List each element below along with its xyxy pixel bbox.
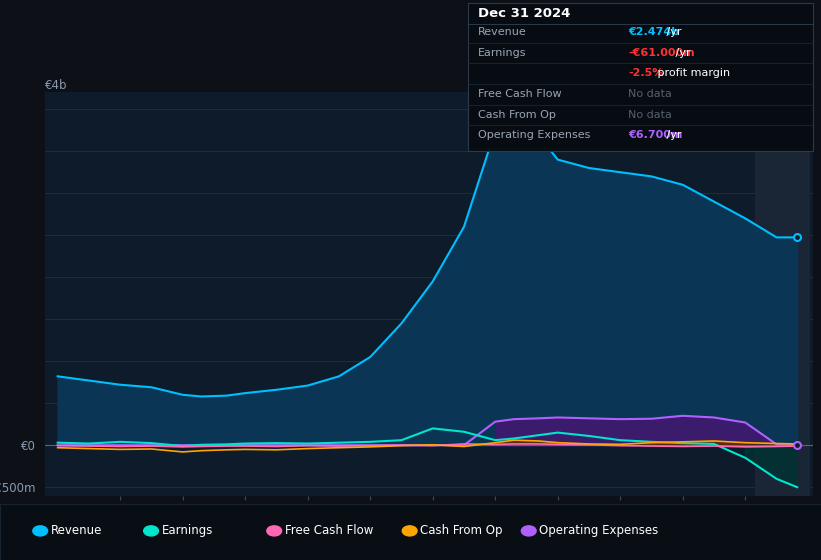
Text: /yr: /yr [663,130,681,141]
Text: €2.474b: €2.474b [628,27,679,37]
Text: Operating Expenses: Operating Expenses [478,130,590,141]
Text: Cash From Op: Cash From Op [420,524,502,538]
Text: No data: No data [628,89,672,99]
Text: Earnings: Earnings [162,524,213,538]
Text: Earnings: Earnings [478,48,526,58]
Text: Free Cash Flow: Free Cash Flow [478,89,562,99]
Text: Free Cash Flow: Free Cash Flow [285,524,374,538]
Text: No data: No data [628,110,672,120]
Text: -2.5%: -2.5% [628,68,663,78]
Text: Operating Expenses: Operating Expenses [539,524,658,538]
Text: -€61.000m: -€61.000m [628,48,695,58]
Text: Revenue: Revenue [51,524,103,538]
Text: Revenue: Revenue [478,27,526,37]
Text: /yr: /yr [663,27,681,37]
Text: Cash From Op: Cash From Op [478,110,556,120]
Text: profit margin: profit margin [654,68,731,78]
Text: €6.700m: €6.700m [628,130,682,141]
Text: €4b: €4b [45,80,67,92]
Text: Dec 31 2024: Dec 31 2024 [478,7,571,20]
Text: /yr: /yr [672,48,691,58]
Bar [754,92,810,496]
